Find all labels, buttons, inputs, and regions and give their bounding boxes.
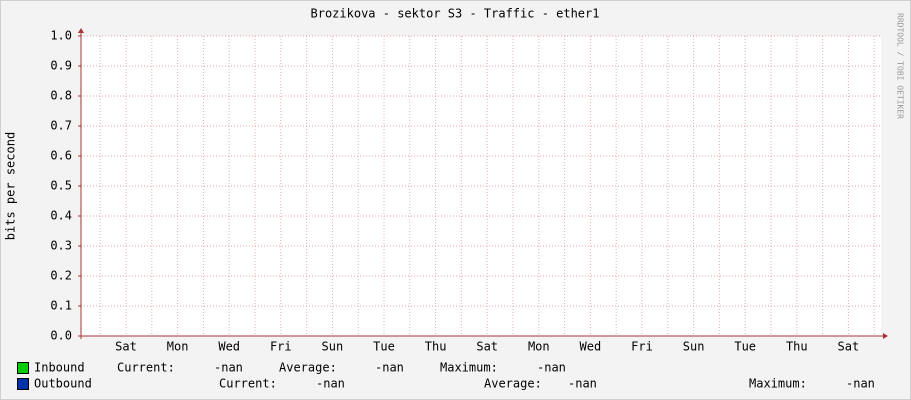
legend-swatch xyxy=(17,362,29,374)
y-tick-label: 0.0 xyxy=(50,329,72,343)
legend-stat-label: Average: xyxy=(279,361,337,375)
x-tick-label: Sun xyxy=(683,340,705,354)
x-tick-label: Mon xyxy=(528,340,550,354)
y-tick-label: 0.6 xyxy=(50,149,72,163)
y-axis-label: bits per second xyxy=(4,132,18,240)
x-tick-label: Sun xyxy=(322,340,344,354)
chart-title: Brozikova - sektor S3 - Traffic - ether1 xyxy=(311,7,600,21)
legend-stat-label: Current: xyxy=(117,361,175,375)
watermark: RRDTOOL / TOBI OETIKER xyxy=(896,13,905,119)
y-tick-label: 0.8 xyxy=(50,89,72,103)
legend-label: Inbound xyxy=(34,361,85,375)
y-tick-label: 0.3 xyxy=(50,239,72,253)
y-tick-label: 0.4 xyxy=(50,209,72,223)
legend-stat-value: -nan xyxy=(846,377,875,391)
x-tick-label: Thu xyxy=(425,340,447,354)
x-tick-label: Fri xyxy=(631,340,653,354)
legend-stat-label: Current: xyxy=(219,377,277,391)
y-tick-label: 1.0 xyxy=(50,29,72,43)
y-tick-label: 0.7 xyxy=(50,119,72,133)
legend-stat-value: -nan xyxy=(537,361,566,375)
x-tick-label: Tue xyxy=(734,340,756,354)
x-tick-label: Thu xyxy=(786,340,808,354)
legend-label: Outbound xyxy=(34,377,92,391)
x-tick-label: Fri xyxy=(270,340,292,354)
x-tick-label: Sat xyxy=(476,340,498,354)
legend-stat-label: Maximum: xyxy=(749,377,807,391)
y-tick-label: 0.5 xyxy=(50,179,72,193)
legend-stat-value: -nan xyxy=(568,377,597,391)
legend-stat-label: Average: xyxy=(484,377,542,391)
x-tick-label: Sat xyxy=(838,340,860,354)
y-tick-label: 0.2 xyxy=(50,269,72,283)
x-arrow xyxy=(883,333,888,339)
x-tick-label: Wed xyxy=(580,340,602,354)
legend-stat-label: Maximum: xyxy=(440,361,498,375)
x-tick-label: Wed xyxy=(218,340,240,354)
legend-swatch xyxy=(17,378,29,390)
y-arrow xyxy=(78,28,84,33)
legend-stat-value: -nan xyxy=(316,377,345,391)
x-tick-label: Tue xyxy=(373,340,395,354)
y-tick-label: 0.9 xyxy=(50,59,72,73)
legend-stat-value: -nan xyxy=(375,361,404,375)
y-tick-label: 0.1 xyxy=(50,299,72,313)
x-tick-label: Sat xyxy=(115,340,137,354)
x-tick-label: Mon xyxy=(167,340,189,354)
legend-stat-value: -nan xyxy=(214,361,243,375)
